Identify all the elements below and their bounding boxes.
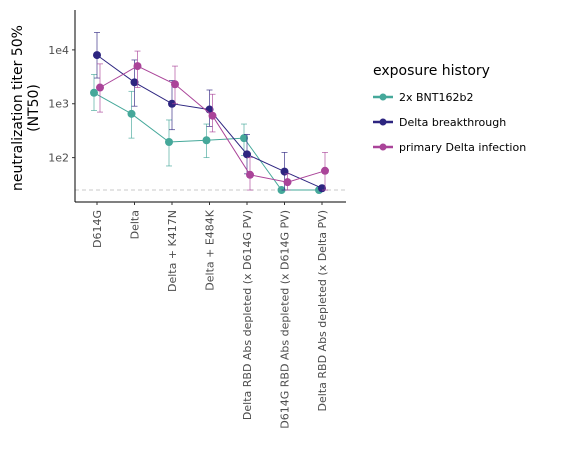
series-1-point-0 <box>93 51 101 60</box>
legend-label-1: Delta breakthrough <box>399 116 506 129</box>
series-2-point-4 <box>246 170 254 179</box>
series-2-point-5 <box>283 178 292 187</box>
series-2-point-3 <box>208 111 217 120</box>
series-1-point-4 <box>243 150 251 159</box>
legend: exposure history 2x BNT162b2 Delta breakth… <box>373 63 526 154</box>
series-0-point-4 <box>240 134 248 143</box>
series-0-point-2 <box>165 137 173 146</box>
legend-title: exposure history <box>373 63 490 79</box>
x-tick-label-4: Delta RBD Abs depleted (x D614G PV) <box>241 210 254 420</box>
series-2-point-6 <box>321 166 329 175</box>
plot-area <box>75 32 346 195</box>
series-2-point-2 <box>171 80 179 89</box>
x-tick-label-3: Delta + E484K <box>204 209 217 291</box>
y-tick-label-2: 1e4 <box>48 44 69 57</box>
y-tick-label-1: 1e3 <box>48 98 69 111</box>
x-tick-label-6: Delta RBD Abs depleted (x Delta PV) <box>316 210 329 411</box>
x-tick-label-1: Delta <box>129 210 142 239</box>
axes: 1e2 1e3 1e4 D614G Delta Delta + K417N Delta + … <box>10 10 346 429</box>
series-0-point-1 <box>127 109 136 118</box>
y-axis-title-line-1: neutralization titer 50% <box>10 25 26 191</box>
x-tick-label-5: D614G RBD Abs depleted (x D614G PV) <box>279 210 292 429</box>
y-axis-title-line-2: (NT50) <box>26 84 42 132</box>
series-1-point-1 <box>130 78 139 87</box>
x-tick-label-0: D614G <box>91 210 104 248</box>
x-tick-label-2: Delta + K417N <box>166 210 179 292</box>
legend-key-point-2 <box>379 143 387 151</box>
series-0-point-0 <box>90 88 98 97</box>
series-0-point-3 <box>202 136 211 145</box>
legend-key-point-0 <box>379 93 387 101</box>
legend-label-2: primary Delta infection <box>399 141 526 154</box>
legend-label-0: 2x BNT162b2 <box>399 91 473 104</box>
legend-key-point-1 <box>379 118 387 126</box>
series-2-point-1 <box>133 62 142 71</box>
y-tick-label-0: 1e2 <box>48 152 69 165</box>
series-2-point-0 <box>96 83 104 92</box>
